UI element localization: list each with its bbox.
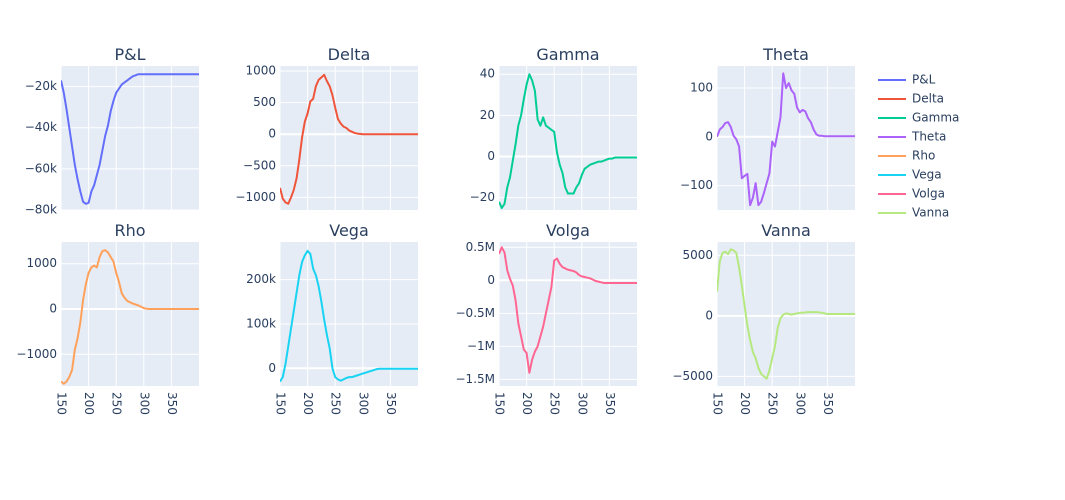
legend-item: Theta	[911, 130, 946, 144]
x-tick-label: 250	[329, 392, 343, 415]
plot-background	[280, 66, 418, 210]
subplot-vanna: 150 200 250 300 350 −5000 0 5000 Vanna	[672, 221, 855, 415]
y-tick-label: −5000	[672, 369, 713, 383]
x-tick-label: 300	[793, 392, 807, 415]
y-tick-label: 0	[268, 127, 276, 141]
x-tick-label: 200	[301, 392, 315, 415]
legend: P&L Delta Gamma Theta Rho Vega Volga Vanna	[878, 73, 959, 220]
x-tick-label: 200	[82, 392, 96, 415]
y-tick-label: −0.5M	[456, 306, 496, 320]
y-tick-label: −80k	[25, 203, 57, 217]
plot-background	[61, 66, 199, 210]
series-line-vanna	[717, 248, 855, 380]
x-tick-label: 150	[711, 392, 725, 415]
legend-item: Vega	[912, 168, 942, 182]
x-tick-label: 150	[55, 392, 69, 415]
y-tick-label: 100k	[246, 316, 276, 330]
x-tick-label: 300	[575, 392, 589, 415]
y-tick-label: 0.5M	[466, 240, 495, 254]
subplot-title: P&L	[114, 45, 145, 64]
subplot-rho: 150 200 250 300 350 −1000 0 1000 Rho	[16, 221, 199, 415]
subplot-title: Theta	[762, 45, 809, 64]
x-tick-label: 150	[274, 392, 288, 415]
subplot-title: Volga	[546, 221, 590, 240]
subplot-title: Delta	[328, 45, 371, 64]
y-tick-label: −60k	[25, 161, 57, 175]
y-tick-label: 1000	[26, 256, 57, 270]
y-tick-label: −100	[680, 178, 713, 192]
series-line-gamma	[499, 73, 637, 209]
legend-item: Rho	[912, 149, 935, 163]
series-line-volga	[499, 246, 637, 374]
legend-item: P&L	[912, 73, 936, 87]
x-tick-label: 350	[603, 392, 617, 415]
y-tick-label: −500	[243, 158, 276, 172]
x-tick-label: 350	[165, 392, 179, 415]
x-tick-label: 200	[738, 392, 752, 415]
y-tick-label: −20	[470, 190, 495, 204]
y-tick-label: 0	[705, 129, 713, 143]
subplot-theta: −100 0 100 Theta	[680, 45, 855, 210]
y-tick-label: 0	[487, 273, 495, 287]
x-tick-label: 200	[520, 392, 534, 415]
y-tick-label: 0	[268, 361, 276, 375]
y-tick-label: 1000	[245, 64, 276, 78]
x-tick-label: 250	[548, 392, 562, 415]
subplot-gamma: −20 0 20 40 Gamma	[470, 45, 637, 210]
x-tick-label: 150	[493, 392, 507, 415]
legend-item: Volga	[912, 187, 945, 201]
series-line-rho	[61, 249, 199, 385]
y-tick-label: 0	[487, 149, 495, 163]
plot-background	[499, 66, 637, 210]
legend-item: Gamma	[912, 111, 959, 125]
y-tick-label: 200k	[246, 272, 276, 286]
y-tick-label: −40k	[25, 120, 57, 134]
plot-background	[280, 242, 418, 386]
subplot-vega: 150 200 250 300 350 0 100k 200k Vega	[246, 221, 418, 415]
y-tick-label: −1M	[467, 339, 495, 353]
subplot-title: Gamma	[536, 45, 599, 64]
y-tick-label: −1000	[16, 347, 57, 361]
subplot-pl: −80k −60k −40k −20k P&L	[25, 45, 199, 217]
subplot-title: Vanna	[761, 221, 811, 240]
y-tick-label: 5000	[682, 248, 713, 262]
x-tick-label: 300	[137, 392, 151, 415]
y-tick-label: 0	[49, 302, 57, 316]
subplot-volga: 150 200 250 300 350 −1.5M −1M −0.5M 0 0.5M Volga	[456, 221, 637, 415]
series-line-vega	[280, 249, 418, 383]
y-tick-label: −1000	[235, 190, 276, 204]
subplot-title: Rho	[114, 221, 145, 240]
subplot-title: Vega	[329, 221, 369, 240]
y-tick-label: 20	[480, 108, 495, 122]
y-tick-label: 40	[480, 67, 495, 81]
series-line-pl	[61, 73, 199, 205]
series-line-delta	[280, 73, 418, 205]
subplot-delta: −1000 −500 0 500 1000 Delta	[235, 45, 418, 210]
x-tick-label: 300	[356, 392, 370, 415]
x-tick-label: 250	[766, 392, 780, 415]
legend-item: Vanna	[912, 206, 949, 220]
x-tick-label: 350	[384, 392, 398, 415]
series-line-theta	[717, 72, 855, 207]
y-tick-label: 0	[705, 308, 713, 322]
y-tick-label: 100	[690, 80, 713, 94]
legend-item: Delta	[912, 92, 944, 106]
plot-background	[61, 242, 199, 386]
x-tick-label: 350	[821, 392, 835, 415]
plot-background	[499, 242, 637, 386]
y-tick-label: −20k	[25, 79, 57, 93]
y-tick-label: 500	[253, 95, 276, 109]
x-tick-label: 250	[110, 392, 124, 415]
y-tick-label: −1.5M	[456, 372, 496, 386]
